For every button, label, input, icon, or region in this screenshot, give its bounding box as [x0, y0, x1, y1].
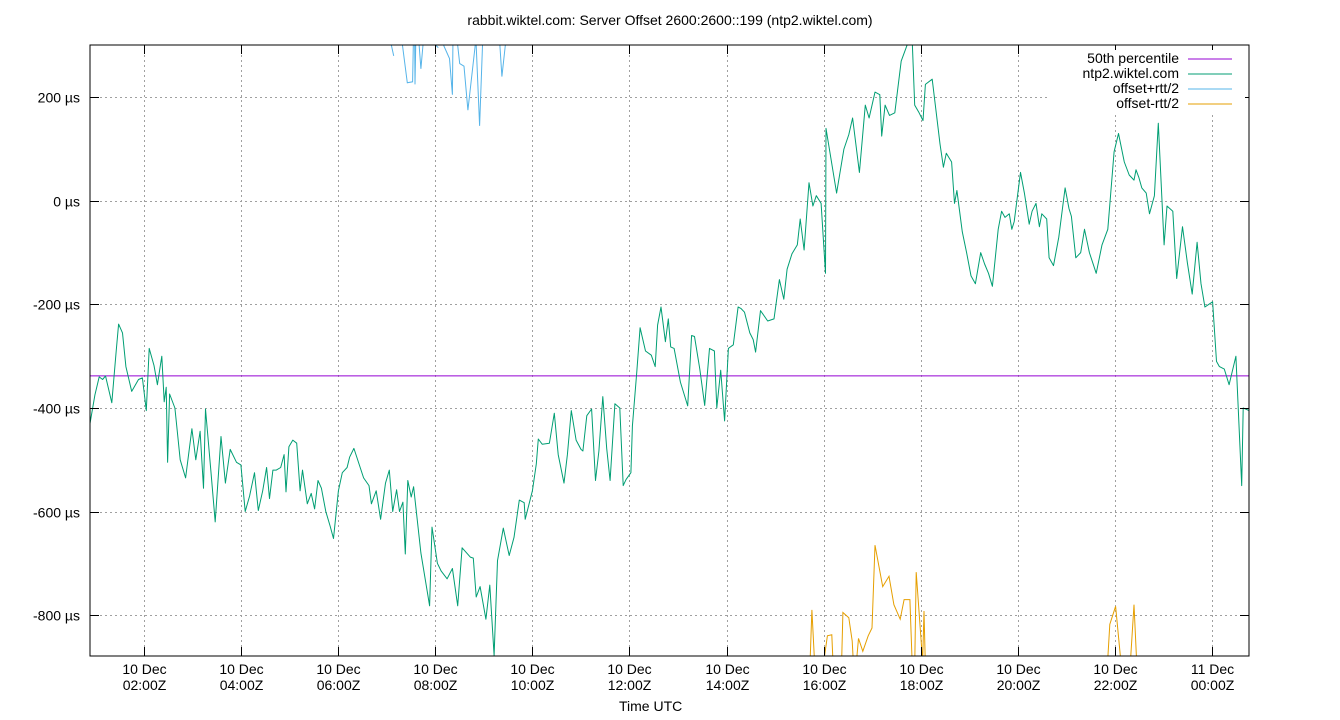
offset-rtt-2-line	[499, 45, 506, 77]
x-tick-label-date: 10 Dec	[413, 661, 457, 677]
y-tick-label: -200 µs	[33, 297, 80, 313]
offset-rtt-2-line	[418, 45, 424, 69]
offset-rtt-2-line	[824, 634, 834, 656]
y-tick-label: -600 µs	[33, 505, 80, 521]
offset-rtt-2-line	[457, 45, 476, 111]
x-tick-label-date: 10 Dec	[316, 661, 360, 677]
legend-item: offset-rtt/2	[1116, 95, 1232, 111]
x-tick-label-time: 16:00Z	[803, 677, 847, 693]
offset-rtt-2-line	[1130, 604, 1137, 656]
x-tick-label-date: 11 Dec	[1191, 661, 1234, 677]
x-tick-label-time: 08:00Z	[414, 677, 458, 693]
chart-title: rabbit.wiktel.com: Server Offset 2600:26…	[467, 12, 873, 28]
x-tick-label-date: 10 Dec	[510, 661, 554, 677]
x-axis-label: Time UTC	[619, 698, 683, 714]
legend: 50th percentilentp2.wiktel.comoffset+rtt…	[1050, 50, 1245, 112]
offset-rtt-2-line	[856, 545, 913, 656]
x-tick-label-time: 06:00Z	[317, 677, 361, 693]
y-tick-label: 200 µs	[38, 90, 80, 106]
ntp2-wiktel-com-line	[90, 45, 1249, 656]
legend-label: 50th percentile	[1087, 50, 1179, 66]
offset-rtt-2-line	[1107, 606, 1121, 656]
x-tick-label-date: 10 Dec	[996, 661, 1040, 677]
y-tick-label: 0 µs	[53, 194, 80, 210]
offset-rtt-2-line	[922, 610, 926, 656]
x-tick-label-time: 10:00Z	[511, 677, 555, 693]
y-tick-label: -400 µs	[33, 401, 80, 417]
x-tick-label-date: 10 Dec	[705, 661, 749, 677]
legend-item: 50th percentile	[1087, 50, 1232, 66]
x-tick-label-time: 22:00Z	[1094, 677, 1138, 693]
legend-background	[1050, 50, 1245, 112]
plot-frame	[89, 44, 1250, 657]
x-tick-label-date: 10 Dec	[607, 661, 651, 677]
offset-rtt-2-line	[390, 45, 395, 57]
grid-lines	[90, 45, 1249, 656]
x-tick-label-date: 10 Dec	[802, 661, 846, 677]
x-tick-label-time: 02:00Z	[123, 677, 167, 693]
series-layer	[90, 45, 1249, 656]
x-tick-label-date: 10 Dec	[219, 661, 263, 677]
legend-item: ntp2.wiktel.com	[1083, 65, 1232, 81]
x-tick-label-time: 04:00Z	[220, 677, 264, 693]
offset-rtt-2-line	[841, 611, 854, 656]
offset-rtt-2-line	[475, 45, 483, 126]
axis-ticks: 200 µs 0 µs -200 µs -400 µs -600 µs -800 µs 10…	[33, 45, 1249, 693]
x-tick-label-date: 10 Dec	[899, 661, 943, 677]
offset-rtt-2-line	[401, 45, 414, 84]
offset-rtt-2-line	[914, 572, 923, 656]
legend-label: offset+rtt/2	[1113, 80, 1179, 96]
legend-label: ntp2.wiktel.com	[1083, 65, 1179, 81]
offset-rtt-2-line	[414, 45, 417, 85]
y-tick-label: -800 µs	[33, 608, 80, 624]
offset-rtt-2-line	[809, 609, 815, 656]
legend-label: offset-rtt/2	[1116, 95, 1179, 111]
x-tick-label-time: 20:00Z	[997, 677, 1041, 693]
legend-item: offset+rtt/2	[1113, 80, 1232, 96]
x-tick-label-time: 00:00Z	[1191, 677, 1235, 693]
x-tick-label-time: 12:00Z	[608, 677, 652, 693]
x-tick-label-date: 10 Dec	[122, 661, 166, 677]
x-tick-label-date: 10 Dec	[1093, 661, 1137, 677]
x-tick-label-time: 14:00Z	[706, 677, 750, 693]
x-tick-label-time: 18:00Z	[900, 677, 944, 693]
offset-rtt-2-line	[435, 45, 439, 48]
offset-rtt-2-line	[443, 45, 454, 95]
